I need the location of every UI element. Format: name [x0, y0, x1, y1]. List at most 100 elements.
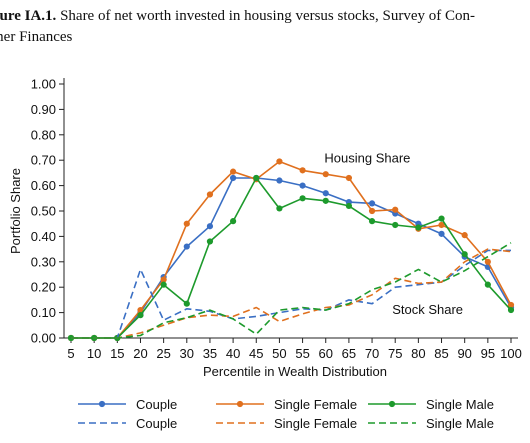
y-tick-label: 0.10 — [31, 305, 56, 320]
annotation-stock-share: Stock Share — [392, 302, 463, 317]
y-tick-label: 0.50 — [31, 204, 56, 219]
annotations: Housing Share Stock Share — [324, 151, 463, 317]
caption-line-2: mer Finances — [0, 28, 72, 47]
housing-couple-line — [71, 177, 512, 339]
housing-single-male-point — [206, 238, 214, 245]
legend-housing-single-male-label: Single Male — [426, 397, 494, 412]
housing-single-male-point — [183, 300, 190, 307]
legend-housing-single-female-marker — [236, 400, 244, 408]
figure-caption: gure IA.1. Share of net worth invested i… — [0, 2, 530, 54]
housing-single-male-point — [415, 224, 422, 231]
housing-single-female-point — [392, 206, 399, 213]
x-tick-label: 60 — [319, 346, 333, 361]
housing-single-male-point — [299, 195, 306, 202]
caption-text-2: mer Finances — [0, 29, 73, 45]
x-tick-label: 35 — [203, 346, 217, 361]
y-tick-label: 0.60 — [31, 178, 56, 193]
y-tick-label: 0.40 — [31, 229, 56, 244]
x-tick-label: 30 — [180, 346, 194, 361]
x-tick-label: 90 — [457, 346, 471, 361]
legend-stock-single-male-label: Single Male — [426, 416, 494, 431]
stock-couple-line — [71, 249, 511, 339]
x-tick-label: 25 — [156, 346, 170, 361]
housing-single-male-point — [137, 312, 144, 319]
series-layer — [67, 158, 515, 342]
housing-single-male-point — [438, 215, 445, 222]
housing-single-female-point — [484, 258, 491, 265]
x-tick-label: 70 — [365, 346, 379, 361]
housing-couple-point — [183, 243, 190, 250]
x-tick-label: 95 — [481, 346, 495, 361]
x-tick-label: 20 — [133, 346, 147, 361]
housing-single-male-point — [484, 281, 491, 288]
housing-single-male-point — [368, 218, 376, 225]
housing-single-male-point — [322, 197, 329, 204]
legend-housing-couple-marker — [98, 400, 106, 408]
x-tick-label: 55 — [295, 346, 309, 361]
x-tick-label: 5 — [67, 346, 74, 361]
legend-housing-couple-label: Couple — [136, 397, 177, 412]
housing-single-female-point — [345, 174, 352, 182]
x-tick-label: 10 — [87, 346, 101, 361]
x-tick-label: 15 — [110, 346, 124, 361]
figure-label: gure IA.1. — [0, 8, 57, 24]
y-axis-title: Portfolio Share — [8, 168, 23, 254]
housing-couple-point — [206, 223, 214, 230]
legend-stock-single-female-label: Single Female — [274, 416, 357, 431]
housing-single-male-point — [253, 174, 260, 182]
annotation-housing-share: Housing Share — [324, 151, 410, 166]
y-tick-label: 0.90 — [31, 102, 56, 117]
y-tick-label: 0.00 — [31, 331, 56, 346]
housing-single-female-point — [230, 168, 237, 175]
housing-single-female-point — [276, 158, 283, 165]
housing-couple-point — [276, 177, 283, 184]
housing-couple-point — [299, 182, 306, 189]
housing-single-male-point — [461, 251, 468, 258]
housing-single-female-point — [322, 171, 329, 178]
x-tick-label: 65 — [342, 346, 356, 361]
caption-line-1: gure IA.1. Share of net worth invested i… — [0, 7, 475, 26]
housing-single-male-line — [71, 177, 512, 339]
housing-single-male-point — [345, 202, 352, 210]
legend-housing-single-female-label: Single Female — [274, 397, 357, 412]
housing-single-male-point — [276, 205, 283, 212]
housing-single-female-point — [438, 221, 445, 229]
housing-single-female-point — [507, 301, 515, 309]
housing-single-female-line — [71, 160, 512, 339]
x-tick-label: 40 — [226, 346, 240, 361]
x-tick-label: 85 — [434, 346, 448, 361]
y-tick-label: 0.30 — [31, 254, 56, 269]
housing-single-female-point — [368, 207, 376, 215]
y-tick-label: 0.20 — [31, 280, 56, 295]
housing-single-female-point — [160, 276, 167, 283]
legend-stock-couple-label: Couple — [136, 416, 177, 431]
housing-couple-point — [322, 190, 329, 197]
housing-single-male-point — [392, 221, 399, 229]
stock-single-female-line — [71, 248, 512, 339]
housing-single-female-point — [137, 306, 144, 314]
housing-single-female-point — [461, 232, 468, 239]
housing-single-female-point — [299, 167, 306, 174]
x-tick-label: 45 — [249, 346, 263, 361]
caption-text-1: Share of net worth invested in housing v… — [60, 8, 476, 24]
housing-couple-point — [230, 174, 237, 182]
housing-single-male-point — [160, 281, 167, 288]
housing-single-male-point — [507, 306, 515, 314]
housing-single-female-point — [183, 220, 190, 227]
x-tick-label: 80 — [411, 346, 425, 361]
legend: Couple Single Female Single Male Couple Sing… — [78, 397, 494, 431]
housing-single-female-point — [206, 191, 214, 198]
axes: 0.00 0.10 0.20 0.30 0.40 0.50 0.60 0.70 0.80 0.90… — [8, 77, 522, 380]
housing-single-male-point — [230, 218, 237, 225]
y-tick-label: 0.70 — [31, 153, 56, 168]
y-tick-label: 1.00 — [31, 77, 56, 92]
housing-couple-point — [438, 230, 445, 237]
x-axis-title: Percentile in Wealth Distribution — [203, 364, 387, 379]
stock-single-male-line — [71, 242, 512, 339]
housing-couple-point — [368, 200, 376, 207]
legend-housing-single-male-marker — [388, 400, 396, 408]
y-tick-label: 0.80 — [31, 127, 56, 142]
x-tick-label: 100 — [500, 346, 522, 361]
x-tick-label: 75 — [388, 346, 402, 361]
